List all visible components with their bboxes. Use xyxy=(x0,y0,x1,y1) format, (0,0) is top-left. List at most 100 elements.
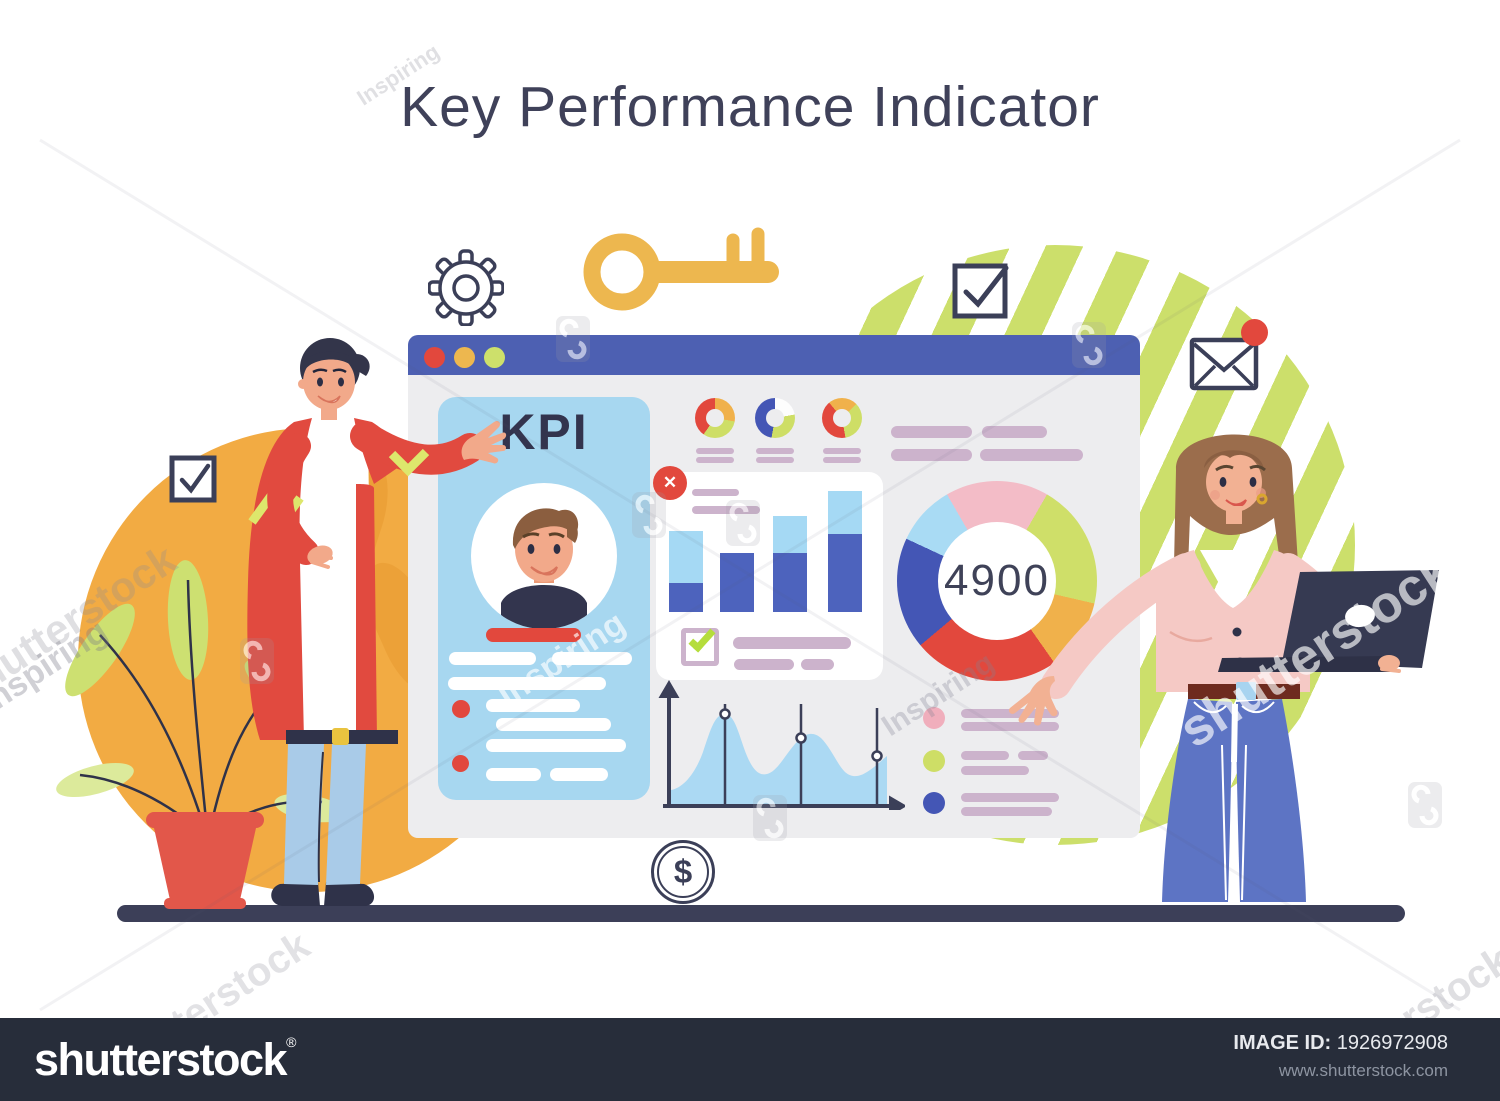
gauge-ring: 4900 xyxy=(897,481,1097,681)
mail-icon xyxy=(1188,318,1274,398)
man-jeans xyxy=(326,744,366,885)
text-placeholder xyxy=(486,739,626,752)
text-placeholder xyxy=(961,766,1029,775)
avatar xyxy=(471,483,617,629)
woman-jeans xyxy=(1162,699,1232,902)
ground-line xyxy=(117,905,1405,922)
mini-donut-chart xyxy=(695,398,735,438)
profile-name-bar xyxy=(486,628,581,642)
data-point-marker xyxy=(719,708,731,720)
text-placeholder xyxy=(756,457,794,463)
window-dot-red xyxy=(424,347,445,368)
key-icon xyxy=(583,227,779,311)
woman-arm xyxy=(1041,553,1201,699)
belt-buckle xyxy=(332,728,349,745)
man-hand xyxy=(461,420,507,464)
website-url: www.shutterstock.com xyxy=(1278,1061,1448,1080)
text-placeholder xyxy=(961,807,1052,816)
image-id-label: IMAGE ID: xyxy=(1233,1032,1332,1054)
legend-bullet xyxy=(923,707,945,729)
window-dot-orange xyxy=(454,347,475,368)
bar-group xyxy=(656,489,883,612)
close-glyph: ✕ xyxy=(662,473,678,492)
man-arm xyxy=(267,433,319,565)
legend-bullet xyxy=(923,750,945,772)
image-id-value: 1926972908 xyxy=(1336,1032,1448,1054)
woman-cardigan xyxy=(1156,550,1310,692)
man-tshirt xyxy=(284,417,372,740)
text-placeholder xyxy=(980,449,1083,461)
gear-icon xyxy=(428,249,504,326)
window-dot-green xyxy=(484,347,505,368)
text-placeholder xyxy=(961,709,1059,718)
checkbox-checked-icon xyxy=(952,263,1009,319)
text-placeholder xyxy=(891,426,972,438)
stacked-bar xyxy=(773,516,807,612)
stacked-bar xyxy=(669,531,703,612)
bar-chart-card xyxy=(656,472,883,680)
avatar-shirt xyxy=(501,585,587,629)
text-placeholder xyxy=(496,718,611,731)
kpi-card-title: KPI xyxy=(499,404,589,460)
image-meta: IMAGE ID: 1926972908 www.shutterstock.co… xyxy=(1233,1032,1448,1081)
woman-hand xyxy=(1008,676,1058,726)
area-chart xyxy=(658,680,905,810)
close-badge-icon: ✕ xyxy=(653,466,687,500)
text-placeholder xyxy=(550,768,608,781)
logo-text: shutterstock xyxy=(34,1033,288,1085)
text-placeholder xyxy=(486,768,541,781)
man-face xyxy=(303,354,355,410)
registered-mark: ® xyxy=(286,1033,296,1050)
laptop-base xyxy=(1218,656,1394,672)
checkbox-checked-icon xyxy=(681,628,719,666)
kpi-profile-card: KPI xyxy=(438,397,650,800)
stacked-bar xyxy=(828,491,862,612)
laptop-logo xyxy=(1345,604,1375,628)
man-jeans xyxy=(284,744,324,885)
text-placeholder xyxy=(692,506,760,514)
mini-donut-chart xyxy=(822,398,862,438)
woman-figure xyxy=(1008,434,1439,902)
text-placeholder xyxy=(733,637,851,649)
text-placeholder xyxy=(891,449,972,461)
avatar-hair xyxy=(512,508,579,549)
text-placeholder xyxy=(486,699,580,712)
window-titlebar xyxy=(408,335,1140,375)
gauge-value: 4900 xyxy=(944,556,1050,605)
woman-hand xyxy=(1378,655,1400,671)
text-placeholder xyxy=(823,448,861,454)
page-title: Key Performance Indicator xyxy=(400,75,1100,139)
bullet-dot xyxy=(452,700,470,718)
dollar-glyph: $ xyxy=(673,853,693,890)
data-point-marker xyxy=(871,750,883,762)
text-placeholder xyxy=(961,751,1009,760)
gauge-hole: 4900 xyxy=(938,522,1056,640)
footer-bar: shutterstock® IMAGE ID: 1926972908 www.s… xyxy=(0,1018,1500,1101)
text-placeholder xyxy=(449,652,536,665)
checkbox-checked-icon xyxy=(169,455,217,503)
notification-dot xyxy=(1241,319,1268,346)
text-placeholder xyxy=(552,652,632,665)
dollar-coin-icon: $ xyxy=(651,840,715,904)
text-placeholder xyxy=(801,659,834,670)
earring xyxy=(1256,493,1268,505)
text-placeholder xyxy=(961,722,1059,731)
text-placeholder xyxy=(696,448,734,454)
stacked-bar xyxy=(720,553,754,612)
image-id-line: IMAGE ID: 1926972908 xyxy=(1233,1032,1448,1055)
browser-window: KPI xyxy=(408,335,1140,838)
text-placeholder xyxy=(961,793,1059,802)
text-placeholder xyxy=(1018,751,1048,760)
text-placeholder xyxy=(823,457,861,463)
text-placeholder xyxy=(448,677,606,690)
shutterstock-logo: shutterstock® xyxy=(34,1033,296,1086)
mini-donut-chart xyxy=(755,398,795,438)
plant-pot xyxy=(146,812,264,828)
text-placeholder xyxy=(696,457,734,463)
text-placeholder xyxy=(692,489,739,496)
belt-buckle xyxy=(1236,682,1256,700)
data-point-marker xyxy=(795,732,807,744)
text-placeholder xyxy=(734,659,794,670)
bullet-dot xyxy=(452,755,469,772)
